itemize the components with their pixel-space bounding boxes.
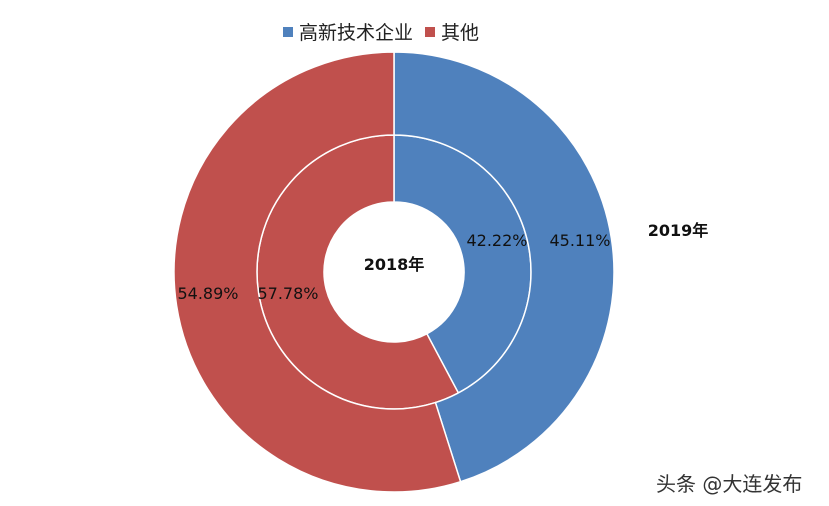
legend: 高新技术企业 其他	[283, 18, 491, 45]
slice-outer-0	[393, 51, 615, 483]
legend-label: 高新技术企业	[299, 22, 414, 44]
data-label-inner-0: 42.22%	[466, 231, 527, 250]
legend-item-high-tech: 高新技术企业	[283, 18, 413, 45]
legend-item-other: 其他	[425, 18, 479, 45]
series-label-2018: 2018年	[364, 255, 425, 274]
legend-label: 其他	[441, 22, 480, 44]
data-label-outer-0: 45.11%	[549, 231, 610, 250]
data-label-inner-1: 57.78%	[257, 284, 318, 303]
series-label-2019: 2019年	[648, 221, 709, 240]
data-label-outer-1: 54.89%	[177, 284, 238, 303]
legend-swatch	[283, 26, 293, 37]
legend-swatch	[425, 26, 436, 37]
slice-outer-1	[173, 51, 462, 493]
watermark: 头条 @大连发布	[656, 472, 803, 496]
